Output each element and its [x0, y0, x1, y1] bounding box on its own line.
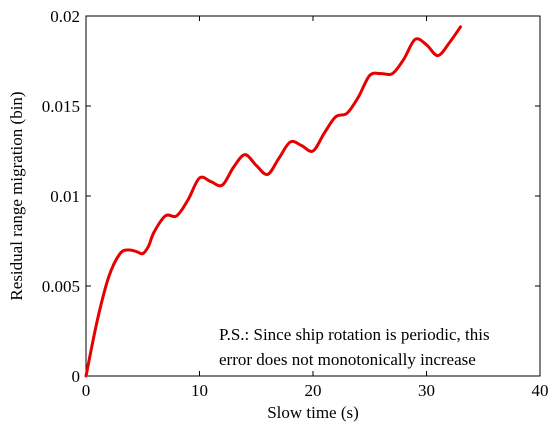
series-line — [84, 25, 463, 378]
x-tick-label: 0 — [82, 381, 91, 400]
y-tick-label: 0.005 — [42, 277, 80, 296]
x-tick-label: 30 — [418, 381, 435, 400]
x-tick-label: 10 — [191, 381, 208, 400]
y-tick-label: 0.01 — [50, 187, 80, 206]
x-tick-label: 20 — [305, 381, 322, 400]
y-axis-ticks: 0 0.005 0.01 0.015 0.02 — [42, 7, 540, 386]
annotation-line-2: error does not monotonically increase — [219, 350, 476, 369]
y-tick-label: 0.015 — [42, 97, 80, 116]
x-axis-ticks: 0 10 20 30 40 — [82, 16, 549, 400]
plot-frame — [85, 15, 541, 377]
y-tick-label: 0 — [72, 367, 81, 386]
x-axis-label: Slow time (s) — [267, 403, 359, 422]
x-tick-label: 40 — [532, 381, 549, 400]
y-axis-label: Residual range migration (bin) — [7, 91, 26, 300]
annotation-line-1: P.S.: Since ship rotation is periodic, t… — [219, 325, 490, 344]
y-tick-label: 0.02 — [50, 7, 80, 26]
